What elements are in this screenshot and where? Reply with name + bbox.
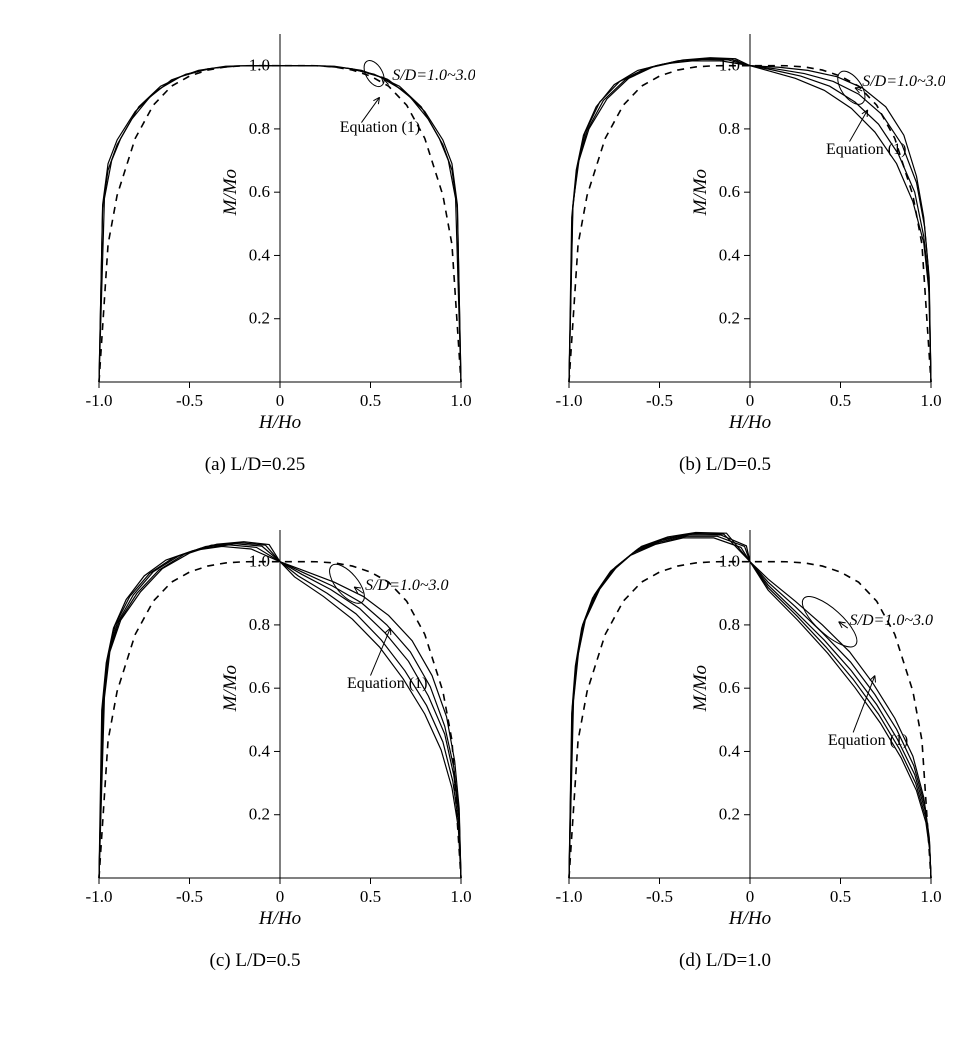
svg-text:1.0: 1.0 <box>450 391 471 410</box>
svg-text:-1.0: -1.0 <box>86 887 113 906</box>
caption-a: (a) L/D=0.25 <box>205 454 305 476</box>
svg-text:0.5: 0.5 <box>830 887 851 906</box>
svg-text:0.6: 0.6 <box>249 182 270 201</box>
svg-text:S/D=1.0~3.0: S/D=1.0~3.0 <box>862 73 945 90</box>
svg-text:H/Ho: H/Ho <box>258 412 301 433</box>
svg-text:M/Mo: M/Mo <box>220 169 241 216</box>
panel-a: -1.0-0.500.51.00.20.40.60.81.0H/HoM/MoS/… <box>30 20 480 476</box>
svg-text:0.6: 0.6 <box>719 678 740 697</box>
svg-text:H/Ho: H/Ho <box>258 908 301 929</box>
svg-text:S/D=1.0~3.0: S/D=1.0~3.0 <box>365 577 448 594</box>
svg-text:0: 0 <box>746 391 755 410</box>
svg-text:-0.5: -0.5 <box>176 887 203 906</box>
svg-text:0.5: 0.5 <box>360 887 381 906</box>
chart-d: -1.0-0.500.51.00.20.40.60.81.0H/HoM/MoS/… <box>505 516 945 936</box>
svg-text:1.0: 1.0 <box>450 887 471 906</box>
svg-text:0.4: 0.4 <box>249 245 271 264</box>
svg-text:0: 0 <box>276 391 285 410</box>
panel-d: -1.0-0.500.51.00.20.40.60.81.0H/HoM/MoS/… <box>500 516 950 972</box>
svg-text:0.8: 0.8 <box>719 615 740 634</box>
svg-text:0.5: 0.5 <box>830 391 851 410</box>
svg-text:-0.5: -0.5 <box>646 887 673 906</box>
svg-text:0.2: 0.2 <box>249 805 270 824</box>
svg-text:0.2: 0.2 <box>719 805 740 824</box>
svg-text:-0.5: -0.5 <box>646 391 673 410</box>
svg-text:Equation (1): Equation (1) <box>347 675 427 692</box>
svg-text:H/Ho: H/Ho <box>728 412 771 433</box>
svg-text:0.8: 0.8 <box>719 119 740 138</box>
svg-text:-0.5: -0.5 <box>176 391 203 410</box>
svg-text:S/D=1.0~3.0: S/D=1.0~3.0 <box>850 612 933 629</box>
svg-text:0.8: 0.8 <box>249 615 270 634</box>
svg-text:1.0: 1.0 <box>920 887 941 906</box>
svg-text:0.2: 0.2 <box>249 309 270 328</box>
svg-text:0: 0 <box>746 887 755 906</box>
svg-text:H/Ho: H/Ho <box>728 908 771 929</box>
panel-b: -1.0-0.500.51.00.20.40.60.81.0H/HoM/MoS/… <box>500 20 950 476</box>
svg-text:0.4: 0.4 <box>249 741 271 760</box>
panel-grid: -1.0 -0.5 0 0.5 1.0 0.2 0.4 0.6 0.8 1.0 H/Ho M/Mo S/… <box>0 0 980 982</box>
svg-text:S/D=1.0~3.0: S/D=1.0~3.0 <box>392 67 475 84</box>
caption-c: (c) L/D=0.5 <box>210 950 301 972</box>
svg-text:0.4: 0.4 <box>719 245 741 264</box>
svg-text:Equation (1): Equation (1) <box>828 732 908 749</box>
svg-text:Equation (1): Equation (1) <box>340 119 420 136</box>
caption-b: (b) L/D=0.5 <box>679 454 771 476</box>
svg-text:0.8: 0.8 <box>249 119 270 138</box>
svg-text:M/Mo: M/Mo <box>690 665 711 712</box>
svg-text:0.6: 0.6 <box>719 182 740 201</box>
chart-b: -1.0-0.500.51.00.20.40.60.81.0H/HoM/MoS/… <box>505 20 945 440</box>
svg-text:-1.0: -1.0 <box>556 887 583 906</box>
svg-text:-1.0: -1.0 <box>86 391 113 410</box>
svg-text:0.4: 0.4 <box>719 741 741 760</box>
svg-text:M/Mo: M/Mo <box>690 169 711 216</box>
svg-text:0.6: 0.6 <box>249 678 270 697</box>
svg-text:1.0: 1.0 <box>920 391 941 410</box>
svg-text:Equation (1): Equation (1) <box>826 141 906 158</box>
panel-c: -1.0-0.500.51.00.20.40.60.81.0H/HoM/MoS/… <box>30 516 480 972</box>
svg-text:0: 0 <box>276 887 285 906</box>
svg-text:-1.0: -1.0 <box>556 391 583 410</box>
chart-c: -1.0-0.500.51.00.20.40.60.81.0H/HoM/MoS/… <box>35 516 475 936</box>
svg-text:0.5: 0.5 <box>360 391 381 410</box>
chart-a: -1.0-0.500.51.00.20.40.60.81.0H/HoM/MoS/… <box>35 20 475 440</box>
caption-d: (d) L/D=1.0 <box>679 950 771 972</box>
svg-text:M/Mo: M/Mo <box>220 665 241 712</box>
svg-text:0.2: 0.2 <box>719 309 740 328</box>
